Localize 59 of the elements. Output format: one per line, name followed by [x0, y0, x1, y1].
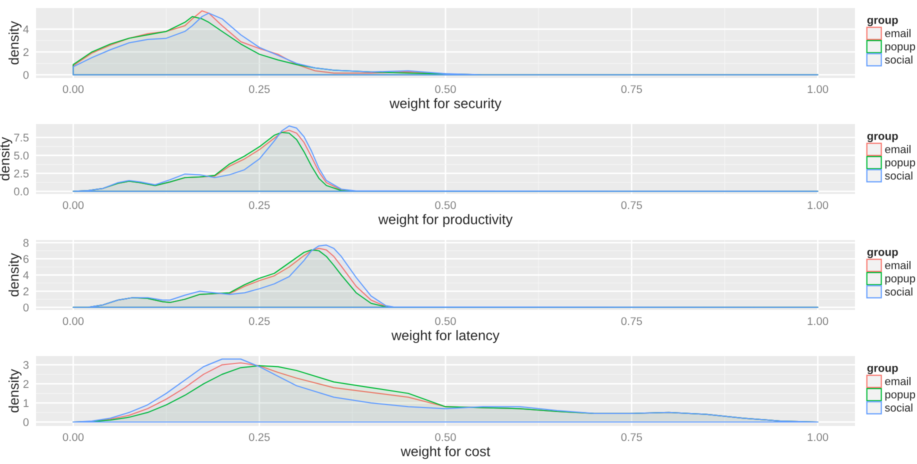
x-tick-label: 0.50 [435, 317, 456, 326]
y-tick-label: 0.0 [14, 188, 29, 196]
x-tick-label: 0.50 [435, 433, 456, 442]
x-axis-title: weight for security [390, 98, 502, 112]
legend-label: email [885, 29, 910, 38]
y-tick-label: 0 [23, 418, 29, 426]
y-tick-label: 0 [23, 71, 29, 79]
x-tick-label: 1.00 [808, 317, 828, 326]
x-tick-label: 0.00 [62, 85, 84, 94]
text: email [885, 145, 910, 154]
x-tick-label: 1.00 [808, 433, 828, 442]
text: popup [885, 392, 916, 401]
legend-label: social [884, 55, 912, 64]
x-tick-label: 0.00 [62, 201, 84, 210]
y-axis-title: density [8, 253, 22, 296]
x-axis-title: weight for latency [391, 330, 500, 344]
x-axis-title: weight for productivity [378, 214, 513, 228]
y-tick-label: 5.0 [14, 152, 29, 160]
legend-label: email [885, 261, 910, 270]
y-tick-label: 2.5 [14, 170, 29, 178]
x-tick-label: 0.25 [248, 201, 270, 210]
legend-title: group [867, 18, 898, 26]
y-tick-label: 8 [23, 238, 29, 247]
x-tick-label: 0.25 [248, 433, 270, 442]
legend-title: group [867, 134, 898, 142]
y-tick-label: 6 [23, 255, 29, 263]
x-tick-label: 0.25 [248, 85, 270, 94]
text: popup [885, 160, 916, 169]
x-tick-label: 1.00 [808, 85, 828, 94]
legend-title: group [867, 250, 898, 258]
y-tick-label: 2 [23, 48, 28, 56]
y-axis-title: density [8, 369, 22, 412]
y-tick-label: 4 [23, 26, 29, 34]
y-axis-title: density [8, 21, 22, 64]
y-tick-label: 3 [23, 361, 29, 369]
x-tick-label: 0.75 [621, 85, 642, 94]
x-tick-label: 1.00 [808, 201, 828, 210]
legend-label: social [884, 287, 912, 296]
y-tick-label: 2 [23, 287, 28, 296]
x-tick-label: 0.75 [621, 433, 642, 442]
y-tick-label: 2 [23, 380, 28, 388]
legend-title: group [867, 366, 898, 374]
x-tick-label: 0.75 [621, 201, 642, 210]
y-tick-label: 1 [24, 399, 29, 407]
y-tick-label: 0 [23, 304, 29, 312]
text: social [884, 171, 912, 180]
x-axis-title: weight for cost [400, 446, 490, 460]
y-tick-label: 4 [23, 271, 29, 280]
x-tick-label: 0.75 [621, 317, 642, 326]
legend-label: popup [885, 44, 916, 53]
text: social [884, 403, 912, 412]
text: email [885, 377, 910, 386]
x-tick-label: 0.50 [435, 85, 456, 94]
y-tick-label: 7.5 [14, 134, 29, 142]
legend-label: popup [885, 276, 916, 285]
x-tick-label: 0.00 [62, 433, 84, 442]
x-tick-label: 0.25 [248, 317, 270, 326]
x-tick-label: 0.50 [435, 201, 456, 210]
x-tick-label: 0.00 [62, 317, 84, 326]
